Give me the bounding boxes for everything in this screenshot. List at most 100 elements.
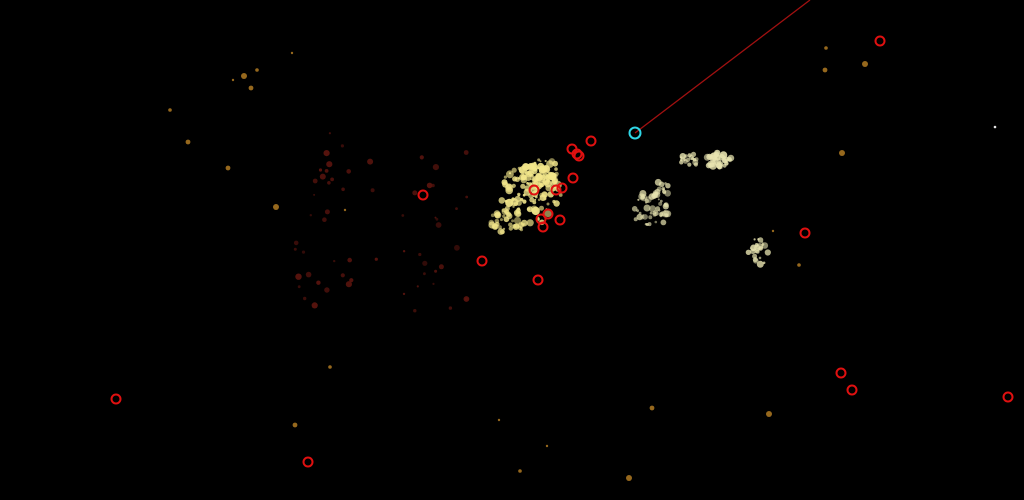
cluster-particle bbox=[679, 160, 683, 164]
ember-particle bbox=[432, 283, 434, 285]
amber-particle bbox=[255, 68, 259, 72]
amber-particle bbox=[241, 73, 247, 79]
ember-particle bbox=[367, 159, 373, 165]
target-ring-icon[interactable] bbox=[848, 386, 857, 395]
ember-particle bbox=[346, 281, 352, 287]
ember-particle bbox=[313, 179, 318, 184]
target-ring-icon[interactable] bbox=[534, 276, 543, 285]
ember-particle bbox=[306, 272, 312, 278]
cluster-particle bbox=[634, 217, 638, 221]
target-ring-icon[interactable] bbox=[304, 458, 313, 467]
ember-particle bbox=[294, 248, 297, 251]
cluster-particle bbox=[554, 167, 558, 171]
cluster-particle bbox=[527, 163, 534, 170]
target-ring-icon[interactable] bbox=[419, 191, 428, 200]
cluster-particle bbox=[527, 170, 532, 175]
cluster-particle bbox=[516, 200, 522, 206]
cluster-particle bbox=[661, 220, 667, 226]
target-ring-icon[interactable] bbox=[801, 229, 810, 238]
amber-particle bbox=[168, 108, 172, 112]
ember-particle bbox=[439, 264, 444, 269]
cluster-particle bbox=[687, 163, 691, 167]
ember-particle bbox=[312, 302, 318, 308]
cluster-particle bbox=[535, 196, 538, 199]
cluster-particle bbox=[765, 249, 771, 255]
ember-particle bbox=[313, 194, 315, 196]
amber-particle bbox=[344, 209, 346, 211]
cluster-particle bbox=[727, 157, 732, 162]
target-ring-icon[interactable] bbox=[556, 216, 565, 225]
cluster-particle bbox=[655, 221, 658, 224]
ember-particle bbox=[423, 272, 426, 275]
cluster-particle bbox=[753, 258, 759, 264]
cluster-particle bbox=[491, 214, 495, 218]
amber-particle bbox=[797, 263, 801, 267]
cluster-particle bbox=[758, 246, 763, 251]
ember-particle bbox=[333, 260, 335, 262]
cluster-particle bbox=[637, 199, 639, 201]
ember-particle bbox=[324, 287, 329, 292]
cluster-particle bbox=[500, 218, 503, 221]
cluster-particle bbox=[552, 200, 555, 203]
cluster-particle bbox=[664, 202, 669, 207]
cluster-particle bbox=[554, 172, 558, 176]
cluster-particle bbox=[506, 170, 514, 178]
ember-particle bbox=[401, 214, 404, 217]
cluster-particle bbox=[549, 172, 553, 176]
target-ring-icon[interactable] bbox=[876, 37, 885, 46]
ember-particle bbox=[303, 297, 306, 300]
ember-particle bbox=[435, 217, 437, 219]
ember-particle bbox=[403, 293, 405, 295]
amber-particle bbox=[626, 475, 632, 481]
ember-particle bbox=[325, 169, 329, 173]
ember-particle bbox=[436, 222, 442, 228]
target-ring-icon[interactable] bbox=[569, 174, 578, 183]
cluster-particle bbox=[543, 178, 550, 185]
aim-line bbox=[635, 0, 810, 133]
ember-particle bbox=[341, 144, 344, 147]
cluster-particle bbox=[664, 182, 667, 185]
cluster-particle bbox=[648, 222, 652, 226]
amber-particle bbox=[226, 166, 231, 171]
ember-particle bbox=[310, 214, 312, 216]
amber-particle bbox=[498, 419, 500, 421]
ember-particle bbox=[418, 253, 421, 256]
cluster-particle bbox=[521, 220, 528, 227]
cluster-particle bbox=[684, 154, 688, 158]
cluster-particle bbox=[539, 206, 544, 211]
amber-particle bbox=[862, 61, 868, 67]
ember-dust-field bbox=[168, 46, 996, 481]
ember-particle bbox=[329, 132, 331, 134]
ember-particle bbox=[298, 285, 301, 288]
ember-particle bbox=[422, 261, 427, 266]
target-ring-icon[interactable] bbox=[478, 257, 487, 266]
amber-particle bbox=[650, 406, 655, 411]
ember-particle bbox=[320, 174, 326, 180]
target-ring-icon[interactable] bbox=[112, 395, 121, 404]
cluster-particle bbox=[689, 155, 694, 160]
cluster-particle bbox=[514, 223, 519, 228]
target-ring-icon[interactable] bbox=[587, 137, 596, 146]
ember-particle bbox=[465, 298, 468, 301]
amber-particle bbox=[249, 86, 254, 91]
cluster-particle bbox=[645, 223, 647, 225]
cluster-particle bbox=[533, 182, 535, 184]
cluster-particle bbox=[527, 206, 533, 212]
cluster-particle bbox=[642, 214, 648, 220]
cluster-particle bbox=[632, 206, 638, 212]
ember-particle bbox=[449, 306, 452, 309]
target-ring-icon[interactable] bbox=[837, 369, 846, 378]
cluster-particle bbox=[505, 206, 510, 211]
target-ring-icon[interactable] bbox=[1004, 393, 1013, 402]
cluster-particle bbox=[522, 200, 526, 204]
cluster-particle bbox=[758, 237, 764, 243]
ember-particle bbox=[465, 196, 468, 199]
cluster-particle bbox=[716, 162, 722, 168]
amber-particle bbox=[772, 230, 774, 232]
cluster-particle bbox=[709, 161, 716, 168]
cluster-particle bbox=[497, 212, 501, 216]
cluster-particle bbox=[520, 184, 525, 189]
cluster-particle bbox=[509, 226, 513, 230]
